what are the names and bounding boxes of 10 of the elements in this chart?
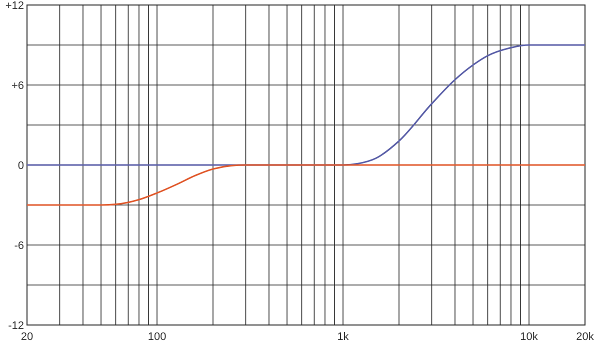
y-tick-label: -6 bbox=[14, 240, 24, 252]
y-tick-label: +12 bbox=[5, 0, 24, 12]
x-tick-label: 1k bbox=[337, 331, 350, 343]
x-tick-label: 10k bbox=[520, 331, 538, 343]
y-tick-label: -12 bbox=[8, 320, 24, 332]
x-tick-label: 20k bbox=[576, 331, 594, 343]
x-tick-label: 20 bbox=[20, 331, 34, 343]
y-tick-label: 0 bbox=[18, 160, 24, 172]
x-tick-label: 100 bbox=[148, 331, 166, 343]
y-tick-label: +6 bbox=[11, 80, 24, 92]
